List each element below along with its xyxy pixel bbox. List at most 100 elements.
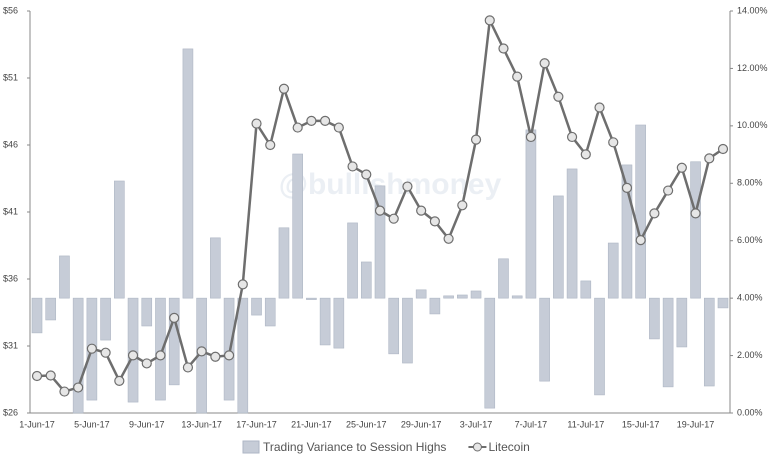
bar <box>278 227 290 299</box>
point <box>210 351 221 362</box>
bar <box>662 297 674 388</box>
y2-tick-label: 0.00% <box>737 407 763 417</box>
bar <box>580 280 592 299</box>
point <box>127 350 139 361</box>
point <box>251 118 262 129</box>
bar <box>360 261 372 299</box>
point <box>717 143 729 155</box>
point <box>196 346 207 357</box>
bar <box>484 297 496 409</box>
point <box>553 91 564 102</box>
bar <box>676 297 688 348</box>
x-tick-label: 3-Jul-17 <box>460 419 493 429</box>
legend-swatch <box>472 442 482 452</box>
x-tick-label: 15-Jul-17 <box>622 419 660 429</box>
point <box>306 115 317 126</box>
bar <box>566 168 578 299</box>
bar <box>457 294 468 299</box>
point <box>374 205 386 216</box>
bar <box>415 289 427 299</box>
point <box>525 131 537 143</box>
point <box>73 382 84 393</box>
point <box>649 208 660 219</box>
point <box>292 122 303 133</box>
y-tick-label: $46 <box>3 139 18 149</box>
y2-tick-label: 12.00% <box>737 63 768 73</box>
point <box>566 131 578 143</box>
bar <box>333 297 345 349</box>
x-tick-label: 29-Jun-17 <box>401 419 442 429</box>
y2-tick-label: 8.00% <box>737 178 763 188</box>
x-tick-label: 1-Jun-17 <box>19 419 55 429</box>
y-tick-label: $36 <box>3 273 18 283</box>
y2-tick-label: 14.00% <box>737 5 768 15</box>
bar <box>100 297 111 341</box>
point <box>621 182 633 193</box>
point <box>320 115 331 126</box>
bar <box>635 124 646 299</box>
bar <box>141 297 153 327</box>
bar <box>347 222 358 299</box>
point <box>388 213 399 224</box>
y-tick-label: $41 <box>3 206 18 216</box>
bar <box>251 297 262 316</box>
point <box>704 153 715 164</box>
x-tick-label: 19-Jul-17 <box>677 419 715 429</box>
bar <box>649 297 660 340</box>
y2-tick-label: 2.00% <box>737 350 763 360</box>
bar <box>703 297 715 387</box>
bar <box>594 297 605 396</box>
x-tick-label: 9-Jun-17 <box>129 419 165 429</box>
x-tick-label: 17-Jun-17 <box>236 419 277 429</box>
point <box>512 71 523 82</box>
point <box>223 350 235 361</box>
bar <box>429 297 441 315</box>
bar <box>155 297 166 401</box>
point <box>114 375 125 386</box>
point <box>237 279 248 290</box>
point <box>498 43 509 54</box>
point <box>635 235 646 246</box>
bar <box>306 297 317 300</box>
legend-label: Litecoin <box>488 440 529 454</box>
bar <box>388 297 400 355</box>
point <box>141 358 152 369</box>
bar <box>264 297 276 327</box>
bar <box>470 290 482 299</box>
bar <box>402 297 413 364</box>
point <box>676 162 687 173</box>
point <box>457 200 468 211</box>
y-tick-label: $26 <box>3 407 18 417</box>
y-tick-label: $56 <box>3 5 18 15</box>
point <box>594 102 605 113</box>
point <box>416 205 427 216</box>
point <box>361 169 372 180</box>
point <box>484 15 495 26</box>
bar <box>607 242 619 299</box>
bar <box>690 161 701 299</box>
point <box>402 181 413 192</box>
point <box>539 58 550 69</box>
point <box>265 139 276 151</box>
point <box>470 134 482 145</box>
y2-tick-label: 4.00% <box>737 293 763 303</box>
point <box>608 137 619 148</box>
bar <box>127 297 139 403</box>
x-tick-label: 7-Jul-17 <box>515 419 548 429</box>
point <box>169 312 180 323</box>
bar <box>621 164 633 299</box>
x-tick-label: 25-Jun-17 <box>346 419 387 429</box>
bar <box>114 180 125 299</box>
point <box>580 149 591 160</box>
bar <box>553 195 564 299</box>
legend-label: Trading Variance to Session Highs <box>263 440 446 454</box>
point <box>333 122 344 133</box>
bar <box>498 258 509 299</box>
bar <box>292 153 303 299</box>
point <box>45 370 56 381</box>
point <box>429 216 440 227</box>
bar <box>72 297 84 414</box>
bar <box>374 185 386 299</box>
bar <box>237 297 249 414</box>
point <box>443 233 454 244</box>
